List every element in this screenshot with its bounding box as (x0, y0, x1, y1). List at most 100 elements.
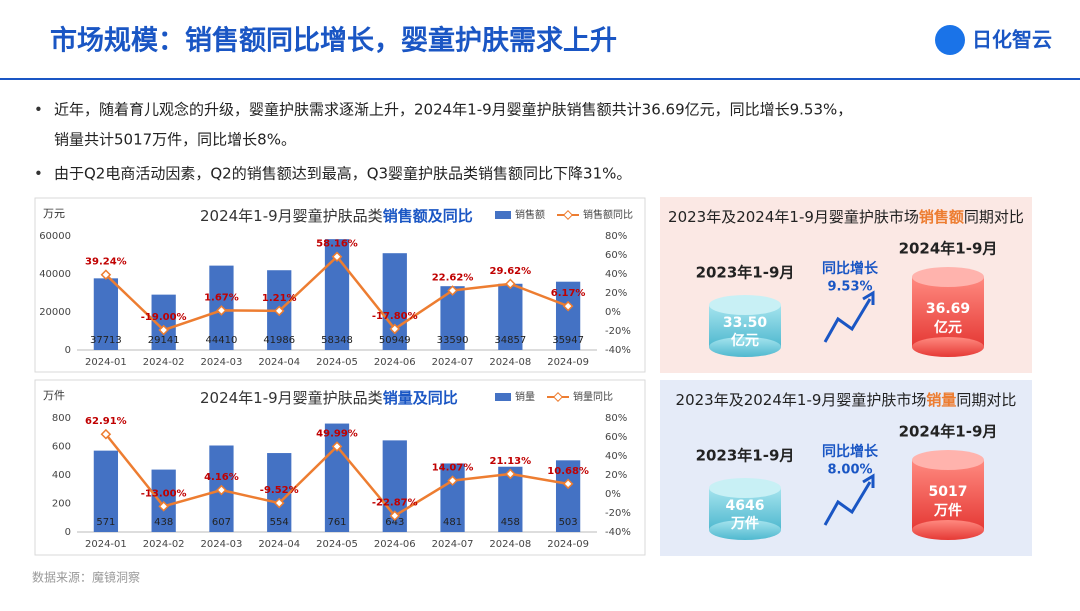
x-tick-label: 2024-03 (201, 357, 243, 368)
cylinder-right-bottom (912, 520, 984, 540)
bar-value-label: 554 (270, 517, 289, 528)
panel-title-part: 销售额 (919, 208, 964, 226)
left-unit: 亿元 (731, 332, 759, 349)
line-marker (447, 285, 458, 296)
panel-title-part: 同期对比 (956, 391, 1016, 409)
chart-title: 2024年1-9月婴童护肤品类销售额及同比 (200, 207, 473, 225)
cylinder-right-top (912, 267, 984, 287)
panel-title-part: 2023年及2024年1-9月婴童护肤市场 (676, 391, 927, 409)
line-value-label: -13.00% (141, 488, 187, 499)
chart-title-part: 2024年1-9月婴童护肤品类 (200, 207, 383, 225)
y-tick-label: 800 (52, 413, 71, 424)
bar-value-label: 41986 (263, 335, 295, 346)
panel-title: 2023年及2024年1-9月婴童护肤市场销量同期对比 (676, 391, 1017, 409)
line-value-label: 22.62% (432, 273, 474, 284)
line-value-label: -9.52% (260, 485, 299, 496)
chart-title-part: 销量及同比 (383, 389, 458, 407)
line-value-label: 14.07% (432, 463, 474, 474)
cylinder-left-top (709, 478, 781, 498)
panel-title-part: 2023年及2024年1-9月婴童护肤市场 (668, 208, 919, 226)
logo-icon (935, 25, 965, 55)
growth-arrow (862, 290, 875, 305)
bar (93, 450, 119, 532)
bar-value-label: 481 (443, 517, 462, 528)
y-axis-label: 万元 (43, 207, 65, 220)
line-value-label: 62.91% (85, 416, 127, 427)
bar (324, 423, 350, 532)
line-value-label: -19.00% (141, 312, 187, 323)
line-marker (331, 251, 343, 263)
y2-tick-label: 0% (605, 489, 621, 500)
bullet-dot: • (34, 101, 43, 119)
cylinder-left-top (709, 295, 781, 315)
y-axis-label: 万件 (43, 389, 65, 402)
line-marker (273, 305, 285, 317)
line-value-label: 21.13% (490, 456, 532, 467)
line-value-label: -17.80% (372, 311, 418, 322)
bullet-text: 近年，随着育儿观念的升级，婴童护肤需求逐渐上升，2024年1-9月婴童护肤销售额… (54, 101, 852, 119)
chart-title-part: 2024年1-9月婴童护肤品类 (200, 389, 383, 407)
logo: 日化智云 (972, 28, 1052, 52)
legend-swatch (495, 211, 511, 219)
line-marker (389, 323, 401, 335)
right-period: 2024年1-9月 (899, 423, 998, 441)
y2-tick-label: -40% (605, 527, 631, 538)
y2-tick-label: 40% (605, 269, 627, 280)
line-value-label: 6.17% (551, 288, 586, 299)
y2-tick-label: 60% (605, 250, 627, 261)
bar-value-label: 58348 (321, 335, 353, 346)
x-tick-label: 2024-08 (489, 357, 531, 368)
bar-value-label: 761 (327, 517, 346, 528)
y-tick-label: 600 (52, 442, 71, 453)
x-tick-label: 2024-01 (85, 539, 127, 550)
y2-tick-label: 0% (605, 307, 621, 318)
line-marker (562, 300, 574, 312)
line-marker (100, 428, 112, 440)
bar-value-label: 29141 (148, 335, 180, 346)
y-tick-label: 200 (52, 499, 71, 510)
bullet-dot: • (34, 165, 43, 183)
x-tick-label: 2024-09 (547, 357, 589, 368)
line-marker (216, 305, 227, 316)
y2-tick-label: 20% (605, 470, 627, 481)
x-tick-label: 2024-02 (143, 357, 185, 368)
bullet-text: 销量共计5017万件，同比增长8%。 (54, 131, 296, 149)
left-unit: 万件 (730, 515, 759, 532)
left-value: 33.50 (723, 315, 768, 331)
panel-title: 2023年及2024年1-9月婴童护肤市场销售额同期对比 (668, 208, 1024, 226)
bar-value-label: 44410 (206, 335, 238, 346)
x-tick-label: 2024-09 (547, 539, 589, 550)
bar (555, 460, 581, 532)
line-value-label: 49.99% (316, 429, 358, 440)
bar-value-label: 35947 (552, 335, 584, 346)
bullet-text: 由于Q2电商活动因素，Q2的销售额达到最高，Q3婴童护肤品类销售额同比下降31%… (54, 165, 631, 183)
chart-title-part: 销售额及同比 (383, 207, 473, 225)
x-tick-label: 2024-07 (432, 539, 474, 550)
line-value-label: 39.24% (85, 257, 127, 268)
bar-value-label: 50949 (379, 335, 411, 346)
right-unit: 万件 (933, 502, 962, 519)
x-tick-label: 2024-05 (316, 357, 358, 368)
cylinder-right (912, 277, 984, 347)
x-tick-label: 2024-05 (316, 539, 358, 550)
legend-marker (553, 392, 563, 402)
cylinder-left-bottom (709, 520, 781, 540)
bar-value-label: 503 (559, 517, 578, 528)
panel-title-part: 销量 (926, 391, 956, 409)
y2-tick-label: -20% (605, 508, 631, 519)
growth-icon (823, 481, 872, 526)
y-tick-label: 0 (65, 527, 71, 538)
left-period: 2023年1-9月 (696, 264, 795, 282)
y2-tick-label: 80% (605, 231, 627, 242)
bar-value-label: 458 (501, 517, 520, 528)
legend-label: 销量 (515, 390, 535, 403)
y2-tick-label: -20% (605, 326, 631, 337)
line-value-label: -22.87% (372, 498, 418, 509)
bar-value-label: 571 (96, 517, 115, 528)
line-marker (562, 478, 574, 490)
y-tick-label: 40000 (39, 269, 71, 280)
growth-label: 同比增长 (822, 260, 879, 277)
line-value-label: 1.21% (262, 293, 297, 304)
line-marker (273, 497, 285, 509)
y-tick-label: 0 (65, 345, 71, 356)
